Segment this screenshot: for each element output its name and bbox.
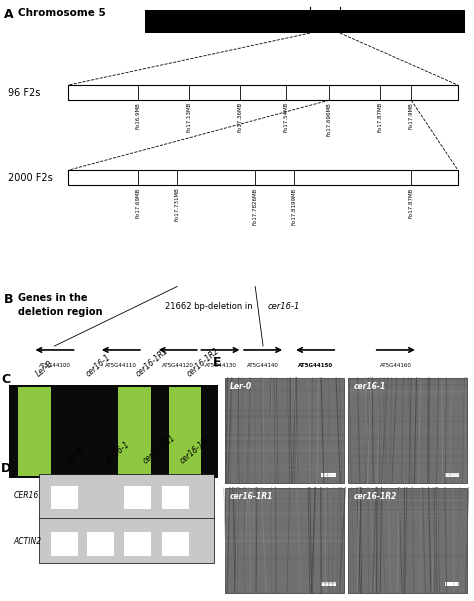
Text: Fo17.696MB: Fo17.696MB: [327, 102, 332, 136]
Text: cer16-1R1: cer16-1R1: [141, 433, 177, 465]
Text: AT5G44140: AT5G44140: [247, 363, 279, 368]
Bar: [51, 486, 78, 509]
Text: cer16-1R2: cer16-1R2: [178, 433, 215, 465]
Bar: [445, 582, 459, 586]
Text: Ler-0: Ler-0: [66, 446, 86, 465]
Text: D: D: [1, 463, 11, 475]
Bar: [162, 486, 189, 509]
Bar: [18, 386, 51, 476]
Bar: [145, 10, 465, 33]
Text: A: A: [4, 8, 14, 21]
Bar: [68, 85, 458, 100]
Text: cer16-1: cer16-1: [84, 352, 113, 378]
Text: ACTIN2: ACTIN2: [14, 537, 42, 546]
Text: Genes in the
deletion region: Genes in the deletion region: [18, 293, 102, 317]
Text: Fo17.731MB: Fo17.731MB: [175, 188, 180, 221]
Bar: [39, 474, 214, 563]
Bar: [348, 487, 467, 593]
Text: Fo17.69MB: Fo17.69MB: [136, 188, 141, 218]
Bar: [225, 487, 344, 593]
Bar: [87, 532, 114, 555]
Bar: [169, 386, 201, 476]
Bar: [321, 582, 336, 586]
Bar: [68, 170, 458, 185]
Text: cer16-1: cer16-1: [268, 302, 301, 311]
Text: cer16-1R1: cer16-1R1: [135, 346, 171, 378]
Bar: [124, 532, 151, 555]
Text: Fo17.9MB: Fo17.9MB: [409, 102, 414, 129]
Text: AT5G44150: AT5G44150: [298, 363, 333, 368]
Bar: [225, 378, 344, 483]
Text: Fo17.13MB: Fo17.13MB: [186, 102, 191, 132]
Text: Fo16.9MB: Fo16.9MB: [136, 102, 141, 129]
Text: 21662 bp-deletion in: 21662 bp-deletion in: [165, 302, 255, 311]
Text: C: C: [1, 373, 10, 386]
Text: Fo17.87MB: Fo17.87MB: [409, 188, 414, 218]
Bar: [321, 472, 336, 477]
Text: Chromosome 5: Chromosome 5: [18, 8, 106, 18]
Text: AT5G44160: AT5G44160: [380, 363, 412, 368]
Text: cer16-1R1: cer16-1R1: [230, 492, 273, 501]
Text: E: E: [213, 356, 221, 369]
Bar: [445, 472, 459, 477]
Text: cer16-1R2: cer16-1R2: [354, 492, 397, 501]
Text: CER16: CER16: [14, 490, 39, 499]
Text: AT5G44130: AT5G44130: [204, 363, 237, 368]
Text: B: B: [4, 293, 13, 307]
Bar: [51, 532, 78, 555]
Bar: [124, 486, 151, 509]
Text: Fo17.54MB: Fo17.54MB: [284, 102, 289, 132]
Bar: [162, 532, 189, 555]
Bar: [348, 378, 467, 483]
Text: 2000 F2s: 2000 F2s: [8, 173, 53, 183]
Text: Fo17.8199MB: Fo17.8199MB: [292, 188, 297, 225]
Text: Fo17.36MB: Fo17.36MB: [237, 102, 242, 132]
Text: AT5G44110: AT5G44110: [105, 363, 137, 368]
Text: Ler-0: Ler-0: [35, 359, 55, 378]
Text: Fo17.87MB: Fo17.87MB: [377, 102, 383, 132]
Text: cer16-1R2: cer16-1R2: [185, 346, 221, 378]
Text: AT5G44100: AT5G44100: [38, 363, 71, 368]
Bar: [68, 386, 101, 476]
Text: AT5G44120: AT5G44120: [162, 363, 194, 368]
Text: cer16-1: cer16-1: [103, 439, 132, 465]
Text: Fo17.7826MB: Fo17.7826MB: [253, 188, 258, 225]
Text: Ler-0: Ler-0: [230, 382, 252, 391]
Bar: [118, 386, 151, 476]
Text: cer16-1: cer16-1: [354, 382, 386, 391]
Text: 96 F2s: 96 F2s: [8, 88, 40, 97]
